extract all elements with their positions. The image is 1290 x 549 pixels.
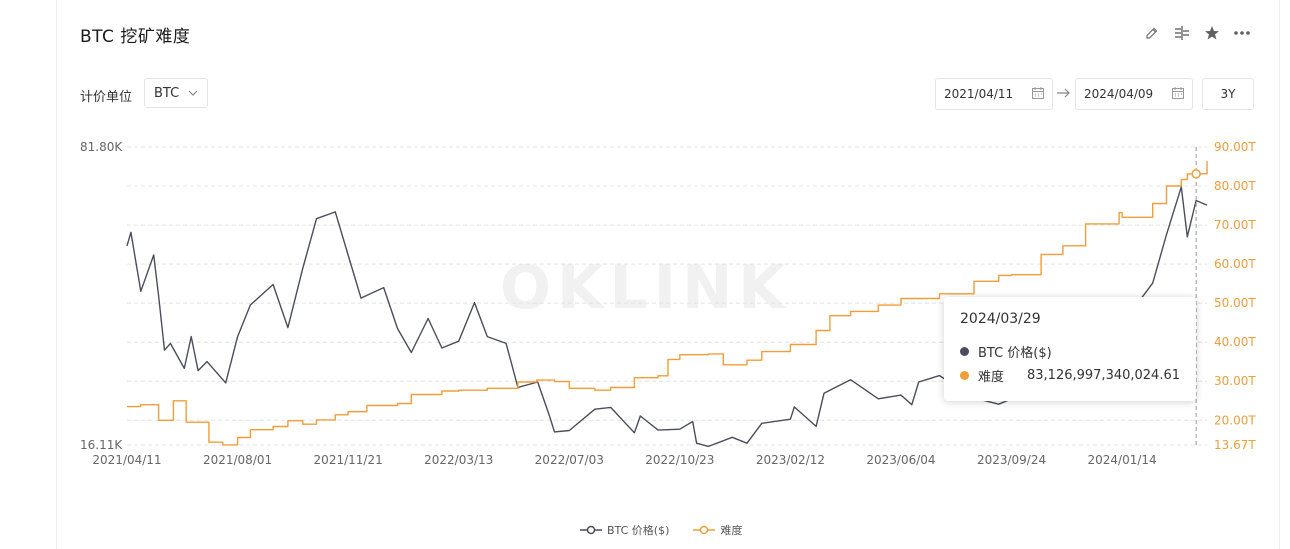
compare-icon[interactable] — [1173, 24, 1191, 42]
difficulty-dot-icon — [960, 370, 969, 380]
left-tick-label: 16.11K — [80, 438, 123, 452]
legend: BTC 价格($) 难度 — [580, 522, 742, 538]
x-tick-label: 2022/03/13 — [424, 453, 493, 467]
chart-card — [56, 0, 1280, 549]
range-3y-button[interactable]: 3Y — [1202, 78, 1254, 110]
left-axis: 81.80K 16.11K — [80, 140, 123, 452]
right-tick-label: 60.00T — [1214, 257, 1256, 271]
unit-select[interactable]: BTC — [144, 78, 208, 108]
x-tick-label: 2022/10/23 — [645, 453, 714, 467]
highlight-point — [1191, 169, 1201, 179]
x-axis: 2021/04/11 2021/08/01 2021/11/21 2022/03/13… — [92, 453, 1156, 467]
tooltip-row-difficulty: 难度 83,126,997,340,024.61 — [960, 363, 1180, 387]
x-tick-label: 2021/08/01 — [203, 453, 272, 467]
legend-label-difficulty: 难度 — [720, 524, 743, 537]
tooltip-date: 2024/03/29 — [960, 311, 1041, 327]
right-tick-label: 80.00T — [1214, 179, 1256, 193]
watermark-logo: OKLINK — [500, 253, 791, 323]
tooltip-difficulty-label: 难度 — [978, 369, 1005, 385]
tooltip: 2024/03/29 BTC 价格($) 难度 83,126,997,340,0… — [944, 297, 1196, 401]
tooltip-difficulty-value: 83,126,997,340,024.61 — [1027, 367, 1180, 383]
legend-item-difficulty[interactable]: 难度 — [693, 522, 742, 538]
left-tick-label: 81.80K — [80, 140, 123, 154]
price-dot-icon — [960, 346, 969, 356]
tooltip-price-label: BTC 价格($) — [978, 345, 1052, 361]
star-icon[interactable] — [1203, 24, 1221, 42]
legend-label-price: BTC 价格($) — [607, 524, 670, 537]
chevron-down-icon — [188, 88, 198, 99]
right-tick-label: 90.00T — [1214, 140, 1256, 154]
unit-label: 计价单位 — [80, 90, 133, 105]
x-tick-label: 2023/02/12 — [756, 453, 825, 467]
right-axis: 90.00T 80.00T 70.00T 60.00T 50.00T 40.00T 30.0… — [1214, 140, 1256, 452]
start-date-value: 2021/04/11 — [944, 87, 1014, 101]
legend-item-price[interactable]: BTC 价格($) — [580, 522, 669, 538]
calendar-icon — [1032, 87, 1044, 99]
difficulty-series-line — [127, 161, 1208, 446]
edit-icon[interactable] — [1143, 24, 1161, 42]
right-tick-label: 13.67T — [1214, 438, 1256, 452]
right-tick-label: 30.00T — [1214, 374, 1256, 388]
x-tick-label: 2024/01/14 — [1088, 453, 1157, 467]
start-date-input[interactable]: 2021/04/11 — [935, 78, 1053, 110]
tooltip-row-price: BTC 价格($) — [960, 339, 1180, 363]
x-tick-label: 2021/04/11 — [92, 453, 161, 467]
end-date-value: 2024/04/09 — [1084, 87, 1154, 101]
highlight-group — [1191, 147, 1201, 445]
x-tick-label: 2022/07/03 — [535, 453, 604, 467]
page-title: BTC 挖矿难度 — [80, 27, 191, 47]
unit-select-value: BTC — [154, 85, 180, 101]
line-marker-icon — [693, 525, 716, 535]
more-icon[interactable] — [1233, 24, 1251, 42]
calendar-icon — [1172, 87, 1184, 99]
right-tick-label: 20.00T — [1214, 413, 1256, 427]
right-tick-label: 40.00T — [1214, 335, 1256, 349]
x-tick-label: 2021/11/21 — [314, 453, 383, 467]
arrow-right-icon — [1057, 86, 1071, 102]
right-tick-label: 50.00T — [1214, 296, 1256, 310]
right-tick-label: 70.00T — [1214, 218, 1256, 232]
x-tick-label: 2023/06/04 — [866, 453, 935, 467]
x-tick-label: 2023/09/24 — [977, 453, 1046, 467]
header-toolbar — [1143, 24, 1251, 42]
end-date-input[interactable]: 2024/04/09 — [1075, 78, 1193, 110]
line-marker-icon — [580, 525, 602, 535]
